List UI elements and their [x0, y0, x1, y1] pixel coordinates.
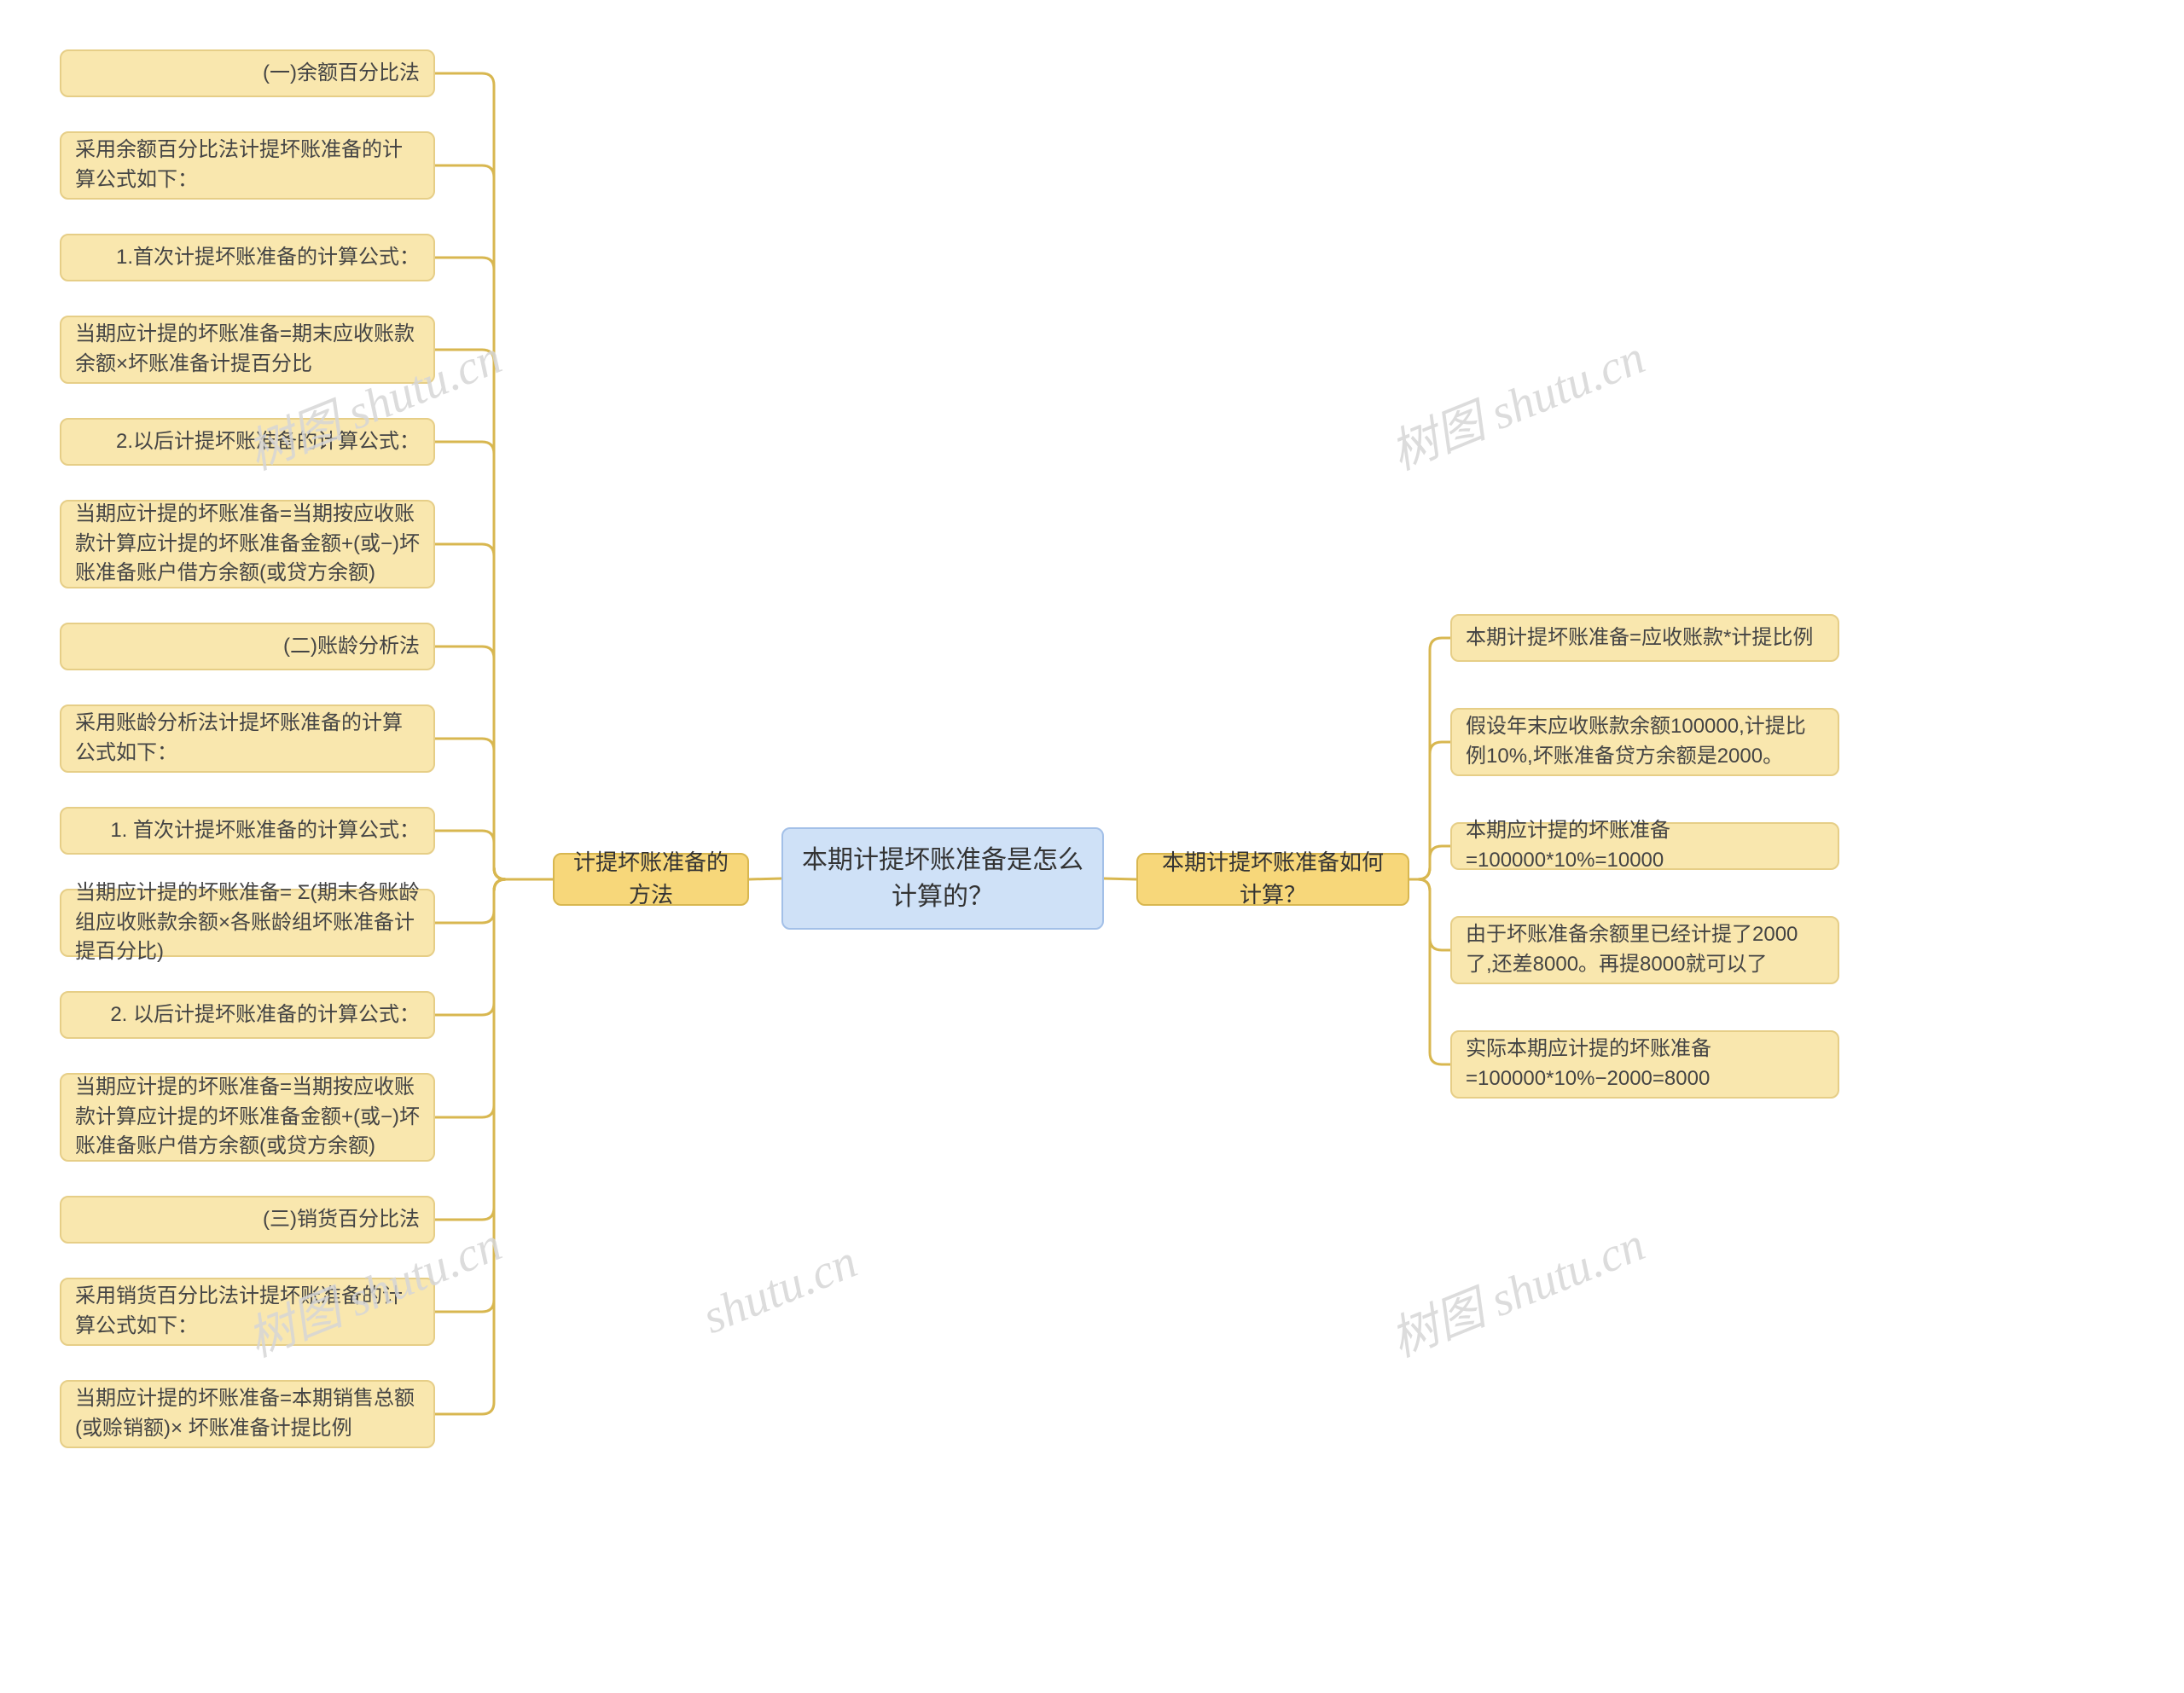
edge — [435, 165, 553, 879]
node-l1: (一)余额百分比法 — [60, 49, 435, 97]
edge — [435, 258, 553, 879]
watermark: 树图 shutu.cn — [1379, 1206, 1653, 1371]
node-l11: 2. 以后计提坏账准备的计算公式： — [60, 991, 435, 1039]
node-l5: 2.以后计提坏账准备的计算公式： — [60, 418, 435, 466]
edge — [435, 544, 553, 879]
edge — [1409, 879, 1450, 950]
node-l13: (三)销货百分比法 — [60, 1196, 435, 1244]
node-r4: 由于坏账准备余额里已经计提了2000了,还差8000。再提8000就可以了 — [1450, 916, 1839, 984]
watermark: 树图 shutu.cn — [1379, 319, 1653, 484]
edge — [435, 350, 553, 879]
edge — [1409, 742, 1450, 879]
node-l15: 当期应计提的坏账准备=本期销售总额(或赊销额)× 坏账准备计提比例 — [60, 1380, 435, 1448]
watermark: shutu.cn — [695, 1234, 864, 1345]
edge — [435, 831, 553, 879]
node-l7: (二)账龄分析法 — [60, 623, 435, 670]
edge — [1104, 878, 1136, 879]
edge — [435, 879, 553, 1220]
node-r5: 实际本期应计提的坏账准备=100000*10%−2000=8000 — [1450, 1030, 1839, 1099]
node-l4: 当期应计提的坏账准备=期末应收账款余额×坏账准备计提百分比 — [60, 316, 435, 384]
edge — [1409, 846, 1450, 879]
edge — [435, 879, 553, 923]
node-r1: 本期计提坏账准备=应收账款*计提比例 — [1450, 614, 1839, 662]
edge — [749, 878, 781, 879]
node-r3: 本期应计提的坏账准备=100000*10%=10000 — [1450, 822, 1839, 870]
node-r2: 假设年末应收账款余额100000,计提比例10%,坏账准备贷方余额是2000。 — [1450, 708, 1839, 776]
node-l10: 当期应计提的坏账准备= Σ(期末各账龄组应收账款余额×各账龄组坏账准备计提百分比… — [60, 889, 435, 957]
edge — [435, 646, 553, 879]
edge — [1409, 879, 1450, 1064]
edge — [435, 442, 553, 879]
node-l9: 1. 首次计提坏账准备的计算公式： — [60, 807, 435, 855]
node-l12: 当期应计提的坏账准备=当期按应收账款计算应计提的坏账准备金额+(或−)坏账准备账… — [60, 1073, 435, 1162]
node-l6: 当期应计提的坏账准备=当期按应收账款计算应计提的坏账准备金额+(或−)坏账准备账… — [60, 500, 435, 588]
edge — [435, 73, 553, 879]
edge — [435, 879, 553, 1117]
node-l3: 1.首次计提坏账准备的计算公式： — [60, 234, 435, 281]
node-l2: 采用余额百分比法计提坏账准备的计算公式如下： — [60, 131, 435, 200]
node-l8: 采用账龄分析法计提坏账准备的计算公式如下： — [60, 704, 435, 773]
edge — [435, 879, 553, 1015]
edge — [435, 879, 553, 1312]
edge — [435, 739, 553, 879]
node-b-left: 计提坏账准备的方法 — [553, 853, 749, 906]
node-l14: 采用销货百分比法计提坏账准备的计算公式如下： — [60, 1278, 435, 1346]
edge — [1409, 638, 1450, 879]
node-b-right: 本期计提坏账准备如何计算？ — [1136, 853, 1409, 906]
node-c0: 本期计提坏账准备是怎么计算的？ — [781, 827, 1104, 930]
edge — [435, 879, 553, 1414]
